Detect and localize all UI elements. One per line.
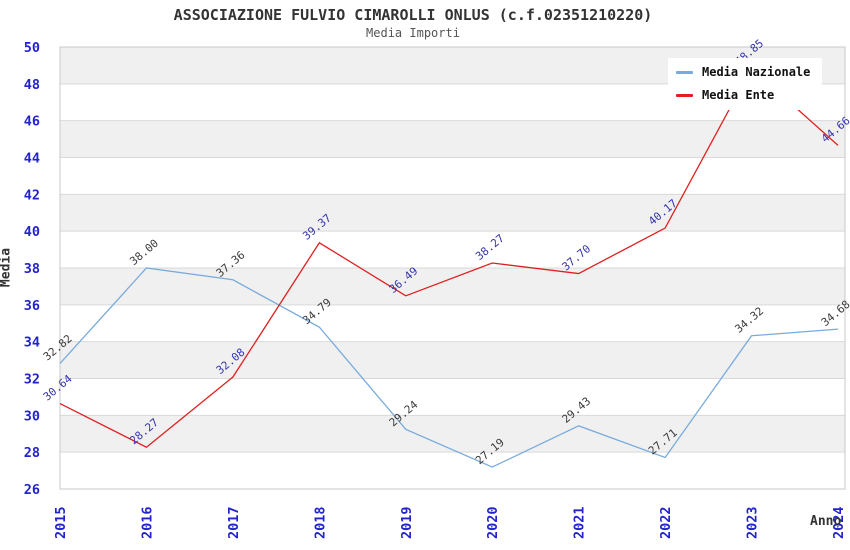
y-tick-label: 30 (24, 408, 40, 424)
x-tick-label: 2020 (485, 506, 501, 539)
x-tick-label: 2021 (572, 506, 588, 539)
x-tick-label: 2022 (658, 506, 674, 539)
line-media-ente (59, 67, 839, 448)
y-tick-label: 38 (24, 261, 40, 277)
y-tick-label: 48 (24, 77, 40, 93)
x-tick-label: 2019 (399, 506, 415, 539)
chart-title: ASSOCIAZIONE FULVIO CIMAROLLI ONLUS (c.f… (173, 6, 653, 24)
y-tick-label: 26 (24, 482, 40, 498)
y-tick-label: 28 (24, 445, 40, 461)
legend-line-swatch-nazionale-icon (676, 70, 693, 74)
plot-band (60, 194, 845, 232)
point-label: 38.27 (473, 232, 507, 263)
chart-legend: Media Nazionale Media Ente (668, 58, 823, 110)
legend-line-swatch-ente-icon (676, 93, 693, 97)
y-tick-label: 40 (24, 224, 40, 240)
y-tick-label: 42 (24, 187, 40, 203)
x-tick-label: 2024 (831, 506, 847, 539)
x-tick-label: 2018 (312, 506, 328, 539)
plot-border (59, 46, 846, 490)
x-axis-title: Anno (810, 514, 842, 529)
x-tick-label: 2023 (745, 506, 761, 539)
point-label: 34.32 (732, 304, 766, 335)
x-tick-label: 2016 (139, 506, 155, 539)
x-tick-label: 2015 (53, 506, 69, 539)
point-label: 30.64 (41, 372, 75, 403)
line-media-nazionale (59, 267, 839, 468)
plot-band (60, 415, 845, 453)
legend-item-media-ente: Media Ente (676, 88, 810, 102)
y-tick-label: 44 (24, 151, 40, 167)
y-tick-label: 46 (24, 114, 40, 130)
point-label: 38.00 (127, 237, 161, 268)
x-tick-label: 2017 (226, 506, 242, 539)
y-tick-label: 36 (24, 298, 40, 314)
chart-subtitle: Media Importi (366, 26, 460, 40)
y-tick-label: 34 (24, 335, 40, 351)
plot-band (60, 341, 845, 379)
y-tick-label: 50 (24, 40, 40, 56)
legend-item-media-nazionale: Media Nazionale (676, 65, 810, 79)
plot-band (60, 268, 845, 305)
legend-label-media-ente: Media Ente (702, 88, 775, 102)
plot-band (60, 120, 845, 158)
legend-label-media-nazionale: Media Nazionale (702, 65, 811, 79)
y-axis-title: Media (0, 247, 14, 288)
y-tick-label: 32 (24, 372, 40, 388)
